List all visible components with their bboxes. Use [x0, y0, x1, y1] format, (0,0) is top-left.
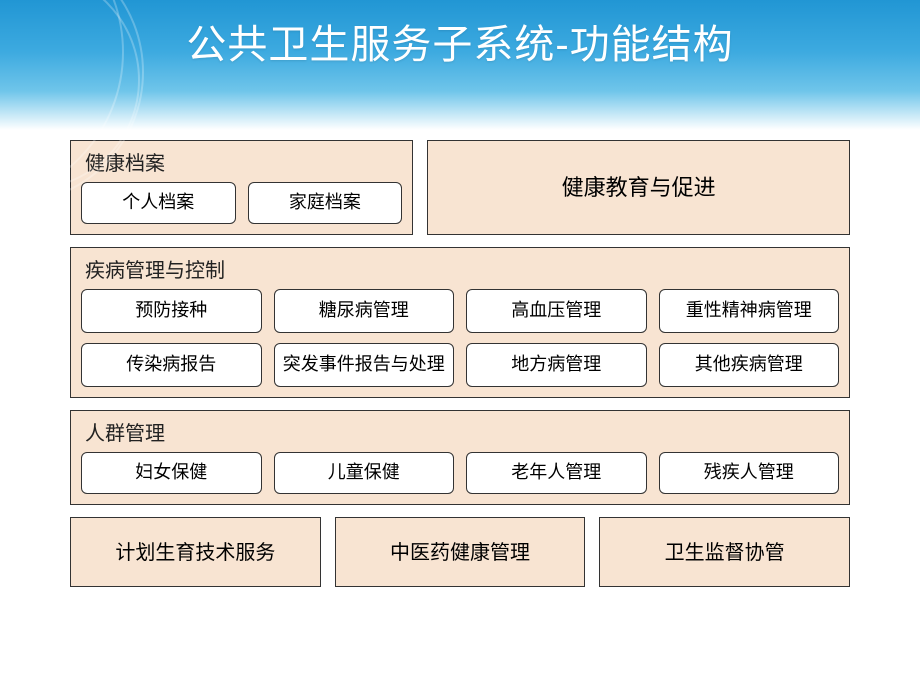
item-emergency-report: 突发事件报告与处理: [274, 343, 455, 387]
group-family-planning: 计划生育技术服务: [70, 517, 321, 587]
item-family-records: 家庭档案: [248, 182, 403, 224]
group-tcm: 中医药健康管理: [335, 517, 586, 587]
row-bottom: 计划生育技术服务 中医药健康管理 卫生监督协管: [70, 517, 850, 587]
label: 卫生监督协管: [665, 536, 785, 565]
item-severe-mental: 重性精神病管理: [659, 289, 840, 333]
item-other-disease: 其他疾病管理: [659, 343, 840, 387]
item-hypertension: 高血压管理: [466, 289, 647, 333]
item-women-health: 妇女保健: [81, 452, 262, 494]
item-vaccination: 预防接种: [81, 289, 262, 333]
group-disease-control: 疾病管理与控制 预防接种 糖尿病管理 高血压管理 重性精神病管理 传染病报告 突…: [70, 247, 850, 398]
items: 妇女保健 儿童保健 老年人管理 残疾人管理: [81, 452, 839, 494]
items-line-1: 预防接种 糖尿病管理 高血压管理 重性精神病管理: [81, 289, 839, 333]
group-title: 人群管理: [81, 417, 839, 446]
items: 个人档案 家庭档案: [81, 182, 402, 224]
group-health-education: 健康教育与促进: [427, 140, 850, 235]
label: 计划生育技术服务: [115, 536, 275, 565]
row-1: 健康档案 个人档案 家庭档案 健康教育与促进: [70, 140, 850, 235]
group-supervision: 卫生监督协管: [599, 517, 850, 587]
item-diabetes: 糖尿病管理: [274, 289, 455, 333]
label: 中医药健康管理: [390, 536, 530, 565]
item-endemic: 地方病管理: [466, 343, 647, 387]
page-title: 公共卫生服务子系统-功能结构: [186, 12, 733, 70]
items-line-2: 传染病报告 突发事件报告与处理 地方病管理 其他疾病管理: [81, 343, 839, 387]
header: 公共卫生服务子系统-功能结构: [0, 0, 920, 130]
item-child-health: 儿童保健: [274, 452, 455, 494]
center-label: 健康教育与促进: [562, 170, 716, 202]
item-infectious-report: 传染病报告: [81, 343, 262, 387]
group-title: 疾病管理与控制: [81, 254, 839, 283]
group-title: 健康档案: [81, 147, 402, 176]
group-health-records: 健康档案 个人档案 家庭档案: [70, 140, 413, 235]
item-elderly: 老年人管理: [466, 452, 647, 494]
diagram-content: 健康档案 个人档案 家庭档案 健康教育与促进 疾病管理与控制 预防接种 糖尿病管…: [0, 130, 920, 587]
item-personal-records: 个人档案: [81, 182, 236, 224]
group-population: 人群管理 妇女保健 儿童保健 老年人管理 残疾人管理: [70, 410, 850, 505]
item-disabled: 残疾人管理: [659, 452, 840, 494]
